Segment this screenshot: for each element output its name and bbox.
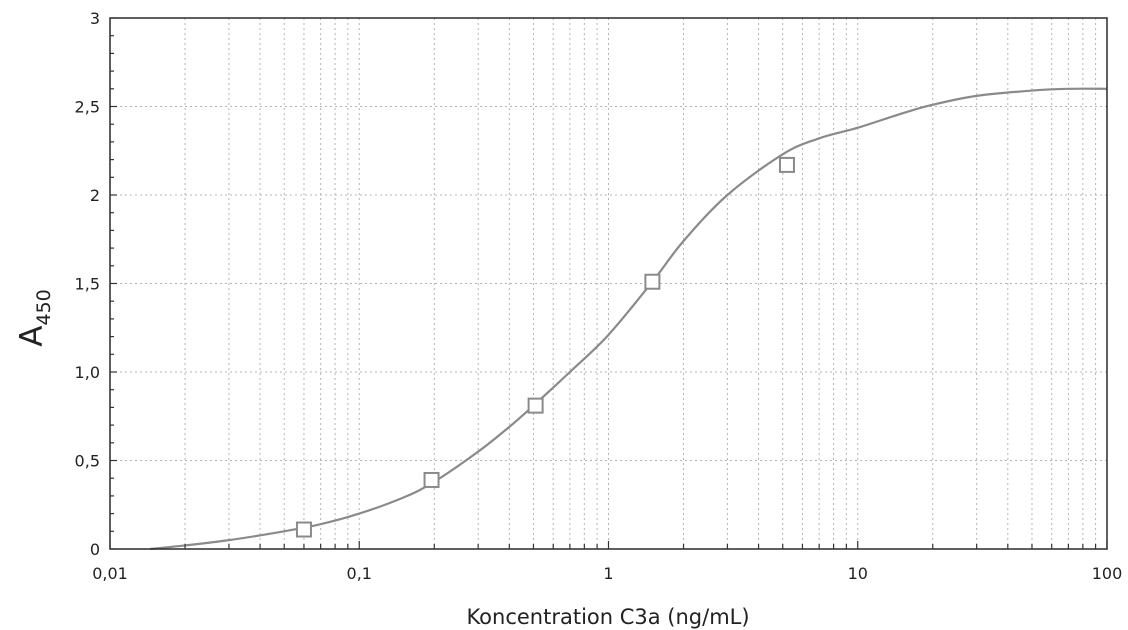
data-point-marker	[778, 156, 795, 173]
y-tick-label: 2,5	[75, 98, 100, 117]
y-tick-label: 0	[90, 540, 100, 559]
tick-marks	[109, 17, 1108, 550]
x-tick-label: 1	[603, 564, 613, 583]
y-tick-label: 2	[90, 186, 100, 205]
data-point-marker	[295, 521, 312, 538]
data-point-marker	[527, 397, 544, 414]
data-point-marker	[423, 471, 440, 488]
y-tick-label: 0,5	[75, 452, 100, 471]
data-marker-layer	[295, 156, 795, 538]
y-tick-label: 3	[90, 9, 100, 28]
grid	[110, 18, 1107, 549]
fit-curve	[150, 87, 1108, 551]
y-axis-title: A450	[14, 289, 55, 346]
x-tick-label: 100	[1092, 564, 1123, 583]
x-tick-label: 0,1	[347, 564, 372, 583]
tick-labels: 0,01 0,1 1 10 100 0 0,5 1,0 1,5 2 2,5 3	[75, 9, 1123, 583]
y-axis-title-main: A	[14, 326, 50, 347]
data-point-marker	[644, 273, 661, 290]
x-tick-label: 0,01	[92, 564, 128, 583]
y-axis-title-subscript: 450	[33, 289, 55, 325]
x-tick-label: 10	[848, 564, 868, 583]
y-tick-label: 1,5	[75, 275, 100, 294]
fit-curve-layer	[150, 87, 1108, 551]
x-axis-title: Koncentration C3a (ng/mL)	[466, 605, 749, 629]
y-tick-label: 1,0	[75, 363, 100, 382]
